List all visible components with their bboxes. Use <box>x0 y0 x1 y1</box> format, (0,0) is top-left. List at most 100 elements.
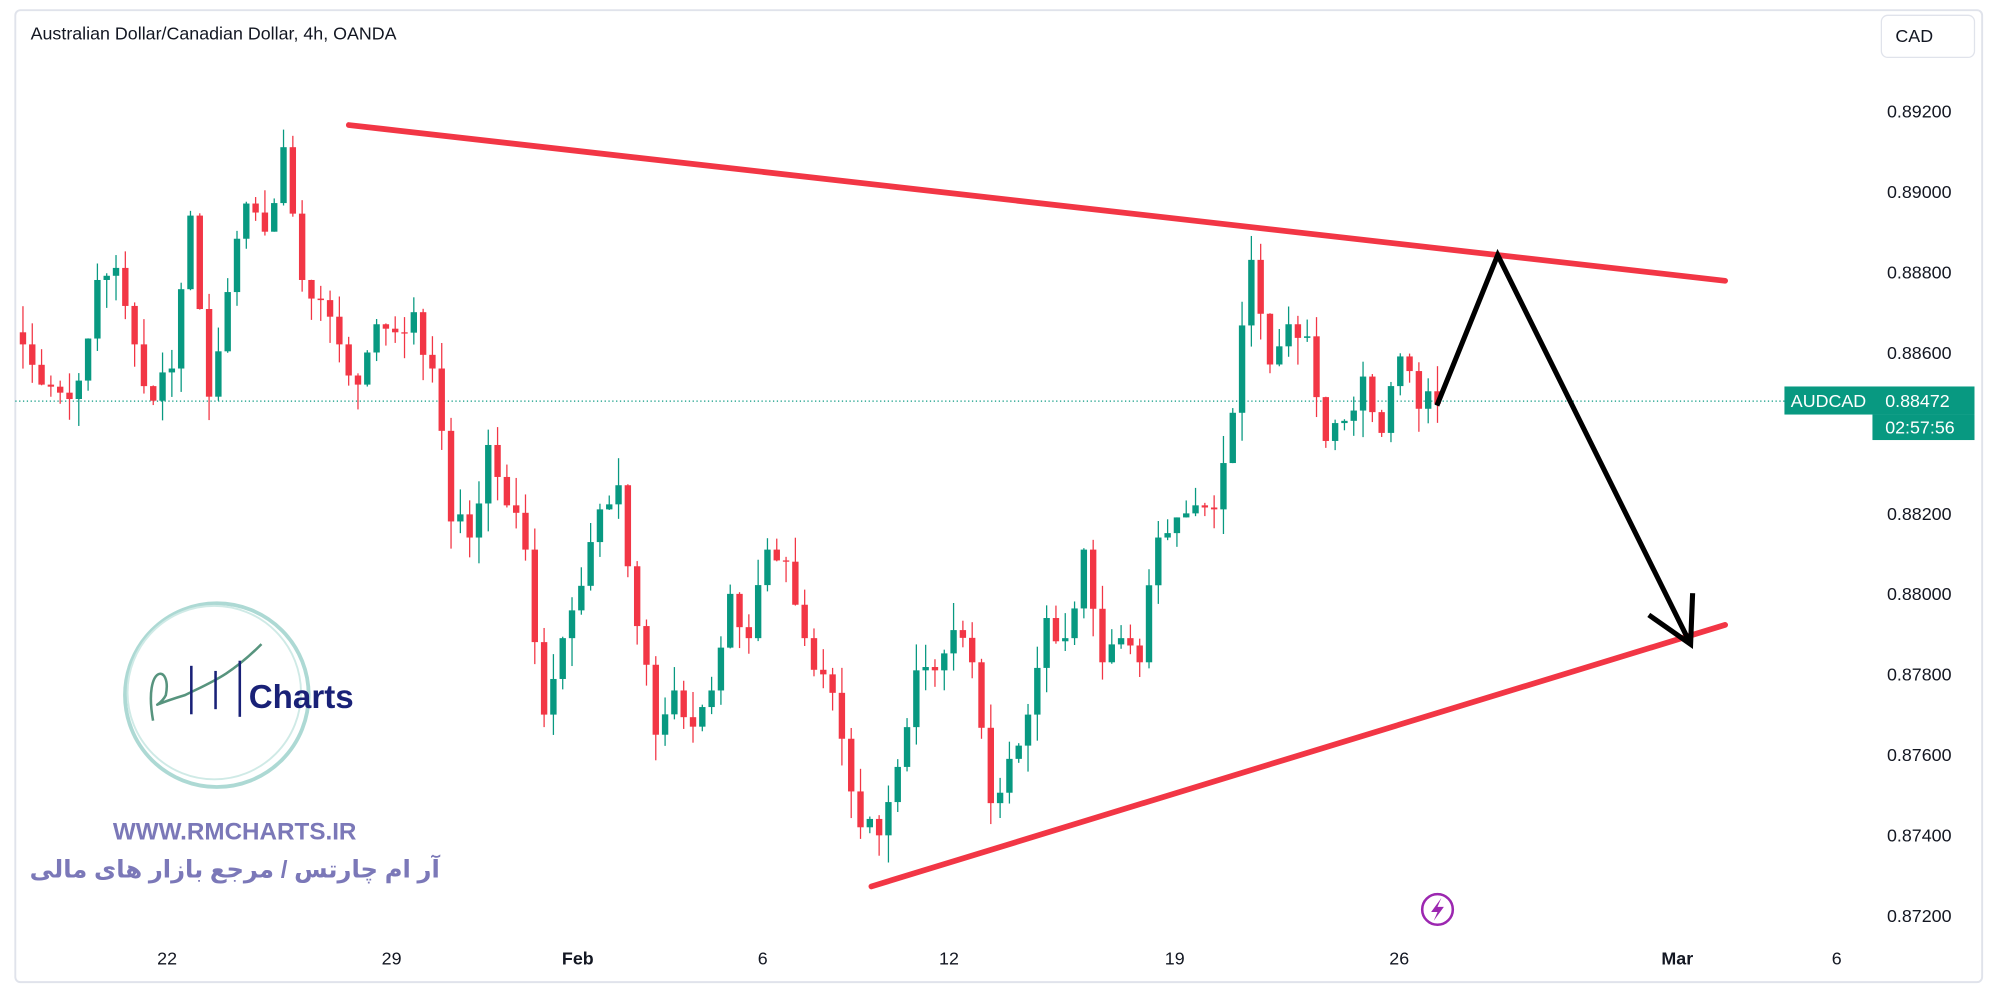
candle <box>959 620 967 648</box>
candle <box>1406 353 1413 383</box>
price-tag: AUDCAD 0.88472 02:57:56 <box>1784 386 1975 441</box>
candle <box>1080 548 1088 619</box>
candle <box>66 373 73 420</box>
candle <box>261 190 269 236</box>
watermark-logo: Charts <box>123 601 354 789</box>
candle <box>913 644 920 745</box>
candle <box>875 815 883 856</box>
candle <box>522 494 529 561</box>
candle <box>1117 625 1125 649</box>
time-axis[interactable]: 22 29 Feb 6 12 19 26 Mar 6 <box>157 948 1842 968</box>
candle <box>1378 409 1385 437</box>
candle <box>75 373 82 426</box>
candle <box>1425 378 1432 424</box>
candle <box>1313 317 1320 418</box>
price-tick-label: 0.88600 <box>1887 343 1952 363</box>
candle <box>559 636 566 690</box>
candle <box>829 667 836 711</box>
candle <box>1331 419 1339 451</box>
price-tick-label: 0.88000 <box>1887 584 1952 604</box>
candle <box>1192 487 1199 517</box>
candle <box>1155 521 1162 604</box>
candle <box>1145 569 1153 669</box>
candle <box>512 477 520 529</box>
price-tick-label: 0.87200 <box>1887 906 1952 926</box>
candle <box>159 352 166 421</box>
candle <box>987 704 994 825</box>
candle <box>931 659 939 687</box>
price-tag-countdown: 02:57:56 <box>1885 418 1955 438</box>
candle <box>1257 243 1264 340</box>
candle <box>168 349 176 397</box>
currency-button[interactable]: CAD <box>1880 14 1976 59</box>
candle <box>782 556 790 583</box>
candle <box>1220 435 1227 534</box>
candle <box>606 495 613 510</box>
candle <box>392 316 399 343</box>
price-tick-label: 0.88800 <box>1887 262 1952 282</box>
price-tag-symbol: AUDCAD <box>1791 391 1866 411</box>
candle <box>1052 605 1060 644</box>
projection-arrow[interactable] <box>1434 248 1693 646</box>
candle <box>1248 235 1255 347</box>
candle <box>215 327 222 401</box>
candle <box>326 290 334 343</box>
candle <box>1210 495 1218 529</box>
candle <box>1304 319 1311 342</box>
candle <box>364 350 371 387</box>
candle <box>196 213 203 310</box>
trendline[interactable] <box>868 621 1728 890</box>
time-tick-label: 22 <box>157 948 177 968</box>
time-tick-label: Feb <box>562 948 594 968</box>
candle <box>1164 519 1171 541</box>
candle <box>1127 624 1134 655</box>
candle <box>736 592 743 649</box>
candle <box>494 427 501 501</box>
candle <box>922 644 929 691</box>
drawings[interactable] <box>345 122 1728 890</box>
candle <box>950 603 957 671</box>
lightning-icon[interactable] <box>1420 892 1455 927</box>
candle <box>1276 328 1283 367</box>
candle <box>745 614 753 654</box>
candle <box>596 503 604 557</box>
candle <box>996 777 1004 818</box>
candle <box>764 538 771 592</box>
candle <box>177 282 185 392</box>
candle <box>308 279 315 320</box>
price-tick-label: 0.88200 <box>1887 504 1952 524</box>
candle <box>298 200 306 292</box>
time-tick-label: Mar <box>1661 948 1693 968</box>
candle <box>1359 361 1367 438</box>
candle <box>252 197 259 221</box>
currency-label: CAD <box>1895 26 1933 46</box>
candle <box>894 759 901 813</box>
candle <box>1387 381 1395 443</box>
price-axis[interactable]: 0.89200 0.89000 0.88800 0.88600 0.88200 0.880… <box>1887 101 1952 926</box>
candle <box>615 458 622 519</box>
candle <box>578 567 585 615</box>
candle <box>652 656 659 761</box>
candle <box>969 622 976 679</box>
candle <box>1229 408 1236 464</box>
candle <box>1415 362 1423 432</box>
candle <box>271 198 278 232</box>
candle <box>568 597 576 667</box>
candle <box>345 336 352 386</box>
candle <box>792 537 799 606</box>
candle <box>131 302 138 367</box>
candle <box>1369 374 1376 423</box>
candle <box>587 522 594 591</box>
price-tag-price: 0.88472 <box>1885 391 1950 411</box>
price-tick-label: 0.89000 <box>1887 182 1952 202</box>
candle <box>140 319 148 394</box>
candle <box>457 489 464 534</box>
candle <box>187 210 194 291</box>
candle <box>1183 500 1190 518</box>
candle <box>429 336 436 383</box>
candle <box>233 230 241 306</box>
candle <box>1285 306 1292 357</box>
candle <box>447 417 455 549</box>
candle <box>1294 315 1302 365</box>
